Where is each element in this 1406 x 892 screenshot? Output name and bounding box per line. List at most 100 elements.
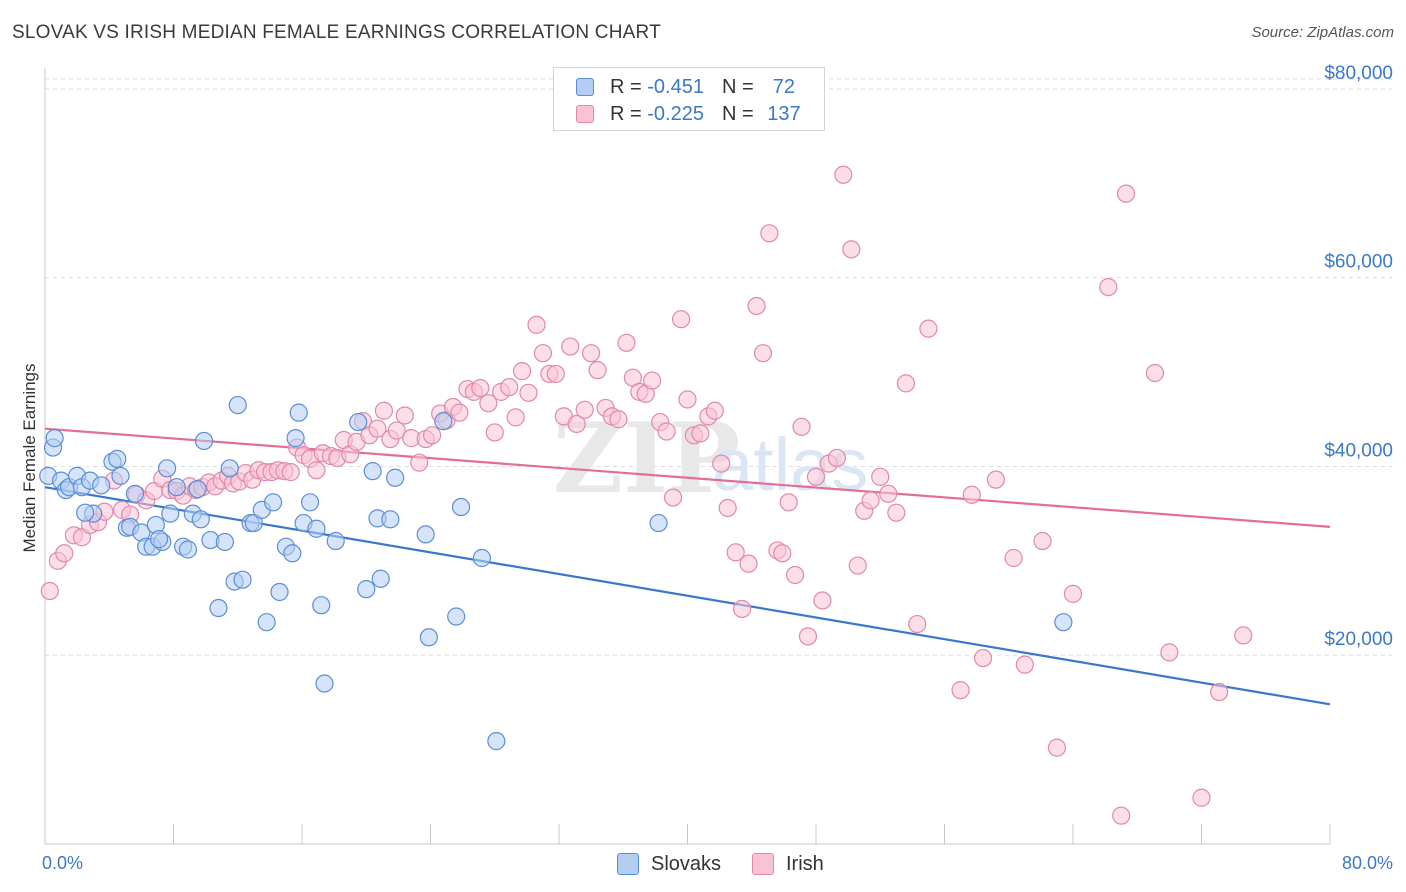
data-point-slovaks [447,607,466,626]
data-point-slovaks [416,525,435,544]
data-point-irish [1234,626,1253,645]
data-point-slovaks [233,570,252,589]
n-value: 137 [767,102,801,125]
data-point-irish [609,410,628,429]
data-point-irish [718,498,737,518]
data-point-irish [813,591,832,610]
irish-swatch-icon [576,105,594,123]
data-point-slovaks [315,674,334,693]
data-point-irish [712,454,731,473]
data-point-slovaks [371,569,390,588]
data-point-irish [1047,738,1067,757]
data-point-irish [1116,184,1136,203]
data-point-slovaks [300,493,320,512]
data-point-irish [387,421,406,440]
data-point-slovaks [1054,613,1073,632]
data-point-irish [519,383,538,402]
data-point-irish [410,453,429,472]
data-point-irish [827,448,846,468]
data-point-irish [1210,682,1229,702]
n-label: N = [721,102,760,125]
data-point-irish [281,463,300,482]
data-point-slovaks [363,462,382,481]
data-point-irish [506,408,525,427]
data-point-irish [792,417,811,436]
data-point-irish [575,400,594,419]
slovaks-swatch-icon [576,78,594,96]
data-point-slovaks [270,582,289,602]
data-point-slovaks [289,403,308,422]
data-point-slovaks [157,459,177,478]
data-point-irish [739,554,758,573]
data-point-irish [773,544,792,563]
data-point-irish [887,503,906,522]
data-point-slovaks [434,412,453,431]
data-points [39,165,1253,825]
n-label: N = [721,75,760,98]
data-point-slovaks [386,468,405,487]
chart-title: SLOVAK VS IRISH MEDIAN FEMALE EARNINGS C… [12,22,661,43]
data-point-slovaks [472,548,491,568]
legend-item-slovaks: Slovaks [617,852,721,876]
legend-row-irish: R = -0.225 N = 137 [576,101,801,127]
slovaks-legend-icon [617,853,639,875]
data-point-slovaks [649,513,668,533]
data-point-irish [368,419,387,438]
data-point-irish [479,394,498,413]
data-point-irish [871,467,890,486]
data-point-irish [753,344,773,363]
r-value: -0.225 [647,102,704,125]
correlation-legend: R = -0.451 N = 72 R = -0.225 N = 137 [553,67,825,131]
data-point-irish [582,344,601,363]
data-point-irish [588,361,607,380]
axes [44,68,1331,845]
data-point-slovaks [111,466,130,485]
gridlines [45,78,1392,656]
data-point-slovaks [125,484,145,503]
data-point-irish [533,344,553,363]
n-value: 72 [767,75,796,98]
data-point-irish [1112,806,1131,825]
data-point-slovaks [92,476,111,495]
data-point-irish [973,648,993,668]
data-point-irish [908,614,927,634]
data-point-irish [485,423,504,442]
data-point-irish [786,565,805,585]
tick-labels: $20,000 $40,000 $60,000 $80,000 0.0% 80.0% [42,63,1393,873]
data-point-irish [896,374,916,393]
data-point-slovaks [283,544,302,563]
data-point-slovaks [357,580,376,599]
data-point-slovaks [244,513,263,533]
y-tick-label: $80,000 [1324,63,1393,84]
data-point-irish [1015,655,1034,674]
data-point-irish [951,681,970,700]
data-point-irish [40,581,59,601]
y-tick-label: $60,000 [1324,252,1393,273]
data-point-irish [1099,277,1118,297]
y-tick-label: $40,000 [1324,440,1393,461]
data-point-slovaks [209,598,228,618]
data-point-irish [798,627,818,646]
data-point-irish [671,310,691,329]
data-point-slovaks [149,530,169,549]
data-point-irish [561,337,580,356]
data-point-slovaks [381,510,400,529]
data-point-slovaks [194,431,214,451]
r-label: R = [610,102,648,125]
data-point-slovaks [451,497,471,517]
data-point-irish [512,362,532,381]
data-point-slovaks [45,429,64,448]
legend-label-slovaks: Slovaks [651,852,722,875]
legend-label-irish: Irish [786,852,824,875]
data-point-slovaks [419,628,438,647]
data-point-slovaks [167,478,186,497]
data-point-irish [617,333,636,352]
data-point-irish [374,401,394,420]
data-point-irish [691,424,710,443]
data-point-irish [834,165,853,184]
data-point-irish [657,422,676,441]
data-point-irish [678,390,697,409]
data-point-slovaks [349,412,368,432]
data-point-slovaks [326,531,345,551]
